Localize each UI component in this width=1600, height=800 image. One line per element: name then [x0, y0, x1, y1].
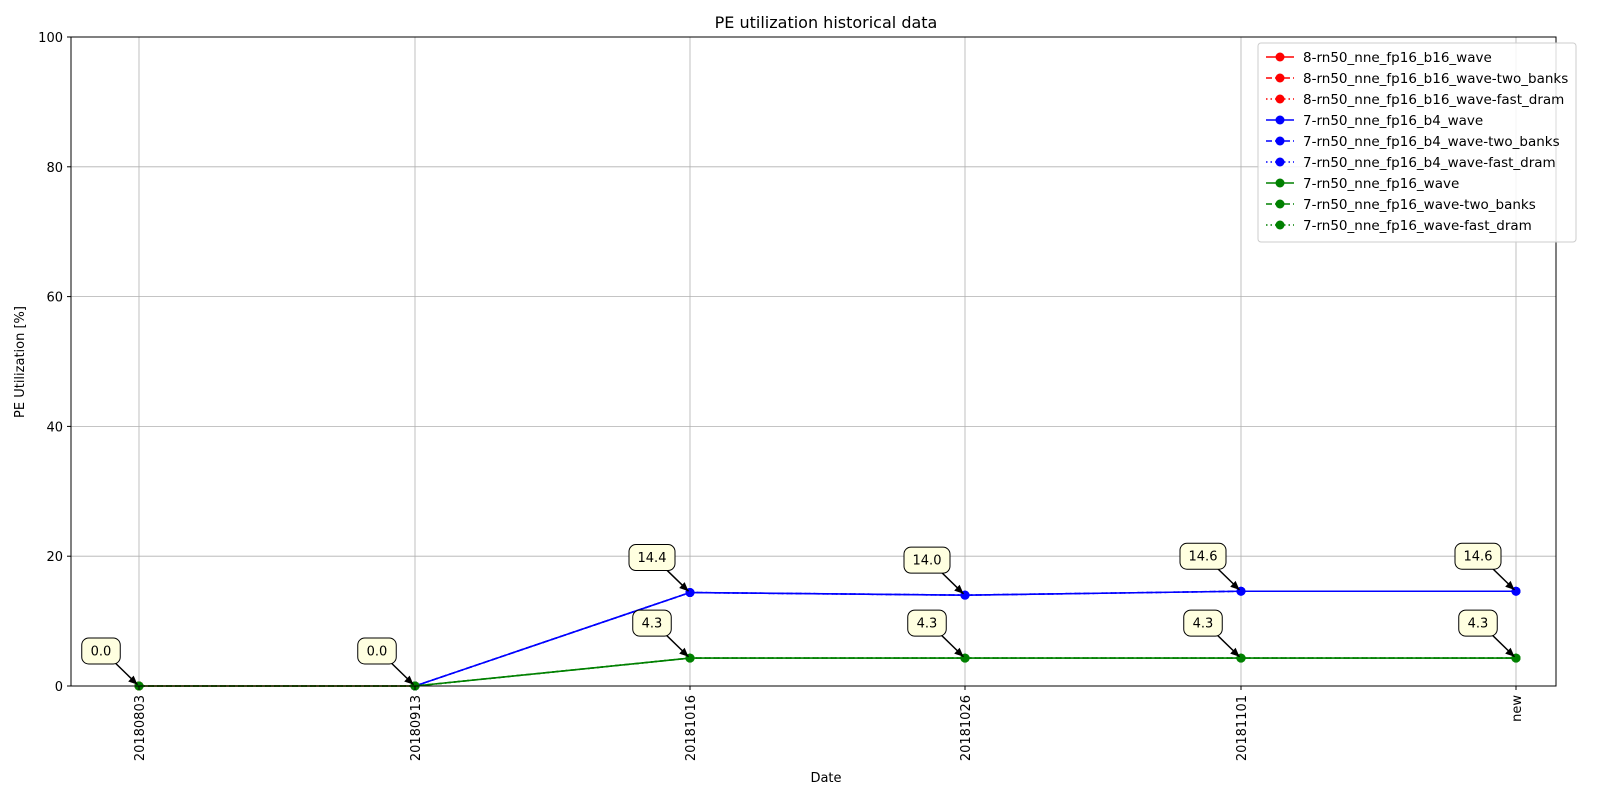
- x-axis-label: Date: [810, 771, 841, 786]
- y-tick-label: 60: [46, 291, 63, 306]
- series-line: [414, 590, 1516, 687]
- annotation-box: [632, 609, 672, 637]
- legend-swatch-marker: [1275, 199, 1285, 209]
- annotation-arrowhead: [679, 582, 689, 592]
- data-annotation: 14.0: [903, 546, 965, 595]
- y-tick-label: 0: [55, 680, 63, 695]
- x-tick-label: 20181016: [684, 695, 699, 761]
- annotation-label: 14.0: [913, 554, 942, 569]
- annotation-label: 0.0: [367, 645, 388, 660]
- annotation-label: 14.4: [638, 551, 667, 566]
- legend-swatch-marker: [1275, 136, 1285, 146]
- annotation-arrowhead: [1230, 647, 1240, 657]
- legend-swatch-marker: [1275, 178, 1285, 188]
- annotation-label: 4.3: [1468, 617, 1489, 632]
- annotation-label: 14.6: [1189, 550, 1218, 565]
- annotation-arrowhead: [404, 675, 414, 685]
- annotation-label: 14.6: [1464, 550, 1493, 565]
- data-annotation: 4.3: [632, 609, 690, 658]
- legend-label: 7-rn50_nne_fp16_wave-fast_dram: [1303, 218, 1532, 234]
- annotation-box: [1458, 609, 1498, 637]
- legend-swatch-marker: [1275, 73, 1285, 83]
- legend-item: 7-rn50_nne_fp16_wave: [1266, 176, 1459, 192]
- y-tick-label: 80: [46, 161, 63, 176]
- annotation-arrowhead: [1505, 647, 1515, 657]
- legend-swatch-marker: [1275, 220, 1285, 230]
- data-annotation: 4.3: [1183, 609, 1241, 658]
- y-tick-label: 100: [38, 31, 63, 46]
- annotation-label: 4.3: [917, 617, 938, 632]
- annotation-arrowhead: [128, 675, 138, 685]
- legend-item: 8-rn50_nne_fp16_b16_wave-fast_dram: [1266, 92, 1564, 108]
- annotation-box: [903, 546, 951, 574]
- data-annotation: 4.3: [907, 609, 965, 658]
- legend-label: 8-rn50_nne_fp16_b16_wave: [1303, 50, 1492, 66]
- y-axis-label: PE Utilization [%]: [13, 306, 28, 418]
- annotation-arrowhead: [1505, 580, 1515, 590]
- data-annotation: 0.0: [357, 637, 415, 686]
- annotation-label: 4.3: [1193, 617, 1214, 632]
- data-annotation: 14.4: [628, 544, 690, 592]
- annotation-label: 0.0: [91, 645, 112, 660]
- legend-item: 7-rn50_nne_fp16_b4_wave: [1266, 113, 1483, 129]
- annotation-arrowhead: [954, 647, 964, 657]
- annotation-box: [1183, 609, 1223, 637]
- annotation-box: [81, 637, 121, 665]
- legend-swatch-marker: [1275, 157, 1285, 167]
- legend-item: 7-rn50_nne_fp16_b4_wave-two_banks: [1266, 134, 1560, 150]
- annotation-arrowhead: [1230, 580, 1240, 590]
- data-annotation: 14.6: [1179, 542, 1241, 591]
- legend-item: 7-rn50_nne_fp16_b4_wave-fast_dram: [1266, 155, 1556, 171]
- legend: 8-rn50_nne_fp16_b16_wave 8-rn50_nne_fp16_…: [1257, 42, 1577, 243]
- legend-label: 7-rn50_nne_fp16_b4_wave-two_banks: [1303, 134, 1560, 150]
- legend-label: 8-rn50_nne_fp16_b16_wave-fast_dram: [1303, 92, 1564, 108]
- x-tick-label: 20180803: [133, 695, 148, 761]
- annotation-box: [1454, 542, 1502, 570]
- legend-label: 7-rn50_nne_fp16_wave-two_banks: [1303, 197, 1536, 213]
- legend-swatch-marker: [1275, 94, 1285, 104]
- legend-item: 8-rn50_nne_fp16_b16_wave-two_banks: [1266, 71, 1568, 87]
- legend-swatch-marker: [1275, 115, 1285, 125]
- annotation-arrowhead: [679, 647, 689, 657]
- annotation-label: 4.3: [642, 617, 663, 632]
- annotation-box: [1179, 542, 1227, 570]
- legend-item: 7-rn50_nne_fp16_wave-two_banks: [1266, 197, 1536, 213]
- y-tick-label: 40: [46, 420, 63, 435]
- legend-label: 7-rn50_nne_fp16_b4_wave-fast_dram: [1303, 155, 1556, 171]
- chart-title: PE utilization historical data: [715, 13, 938, 32]
- legend-swatch-marker: [1275, 52, 1285, 62]
- data-annotation: 0.0: [81, 637, 139, 686]
- x-tick-label: new: [1510, 695, 1525, 722]
- legend-label: 7-rn50_nne_fp16_b4_wave: [1303, 113, 1483, 129]
- x-tick-label: 20180913: [409, 695, 424, 761]
- plot-frame: [70, 36, 1557, 687]
- legend-frame: [1257, 42, 1577, 243]
- annotation-arrowhead: [954, 584, 964, 594]
- x-tick-label: 20181026: [959, 695, 974, 761]
- legend-item: 7-rn50_nne_fp16_wave-fast_dram: [1266, 218, 1532, 234]
- data-annotation: 4.3: [1458, 609, 1516, 658]
- data-annotation: 14.6: [1454, 542, 1516, 591]
- annotation-box: [357, 637, 397, 665]
- legend-item: 8-rn50_nne_fp16_b16_wave: [1266, 50, 1492, 66]
- legend-label: 8-rn50_nne_fp16_b16_wave-two_banks: [1303, 71, 1568, 87]
- x-tick-label: 20181101: [1235, 695, 1250, 761]
- legend-label: 7-rn50_nne_fp16_wave: [1303, 176, 1459, 192]
- y-tick-label: 20: [46, 550, 63, 565]
- annotation-box: [628, 544, 676, 572]
- annotation-box: [907, 609, 947, 637]
